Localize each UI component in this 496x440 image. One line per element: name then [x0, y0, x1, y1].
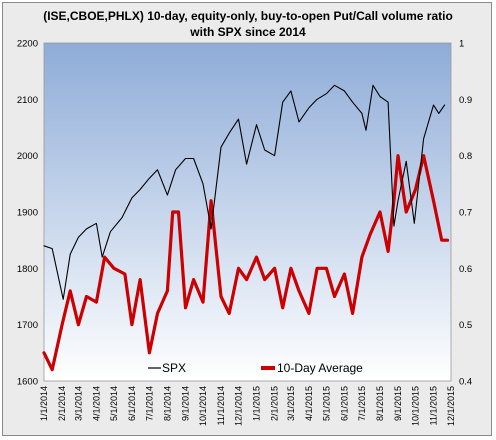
right-axis: 0.4 0.5 0.6 0.7 0.8 0.9 1	[459, 39, 472, 388]
left-tick-label: 2100	[17, 95, 38, 106]
left-axis: 1600 1700 1800 1900 2000 2100 2200	[17, 39, 38, 388]
right-tick-label: 0.8	[459, 151, 472, 162]
x-tick-label: 1/1/2015	[252, 386, 262, 421]
x-tick-label: 10/1/2015	[410, 386, 420, 426]
x-tick-label: 2/1/2015	[270, 386, 280, 421]
left-tick-label: 1900	[17, 208, 38, 219]
x-tick-label: 5/1/2014	[109, 386, 119, 421]
x-tick-label: 6/1/2014	[127, 386, 137, 421]
x-tick-label: 8/1/2014	[162, 386, 172, 421]
x-tick-label: 11/1/2014	[216, 386, 226, 425]
legend-label-10-day-average: 10-Day Average	[277, 361, 363, 375]
x-tick-label: 1/1/2014	[39, 386, 49, 421]
x-tick-label: 9/1/2015	[393, 386, 403, 421]
left-tick-label: 1600	[17, 377, 38, 388]
x-tick-label: 6/1/2015	[339, 386, 349, 421]
x-tick-label: 7/1/2015	[357, 386, 367, 421]
x-axis: 1/1/2014 2/1/2014 3/1/2014 4/1/2014 5/1/2014…	[39, 386, 456, 426]
chart-title-line1: (ISE,CBOE,PHLX) 10-day, equity-only, buy…	[43, 9, 453, 23]
legend-label-spx: SPX	[162, 361, 186, 375]
put-call-chart: (ISE,CBOE,PHLX) 10-day, equity-only, buy…	[17, 9, 472, 426]
x-tick-label: 3/1/2015	[286, 386, 296, 421]
series-layer	[42, 84, 450, 372]
chart-frame: (ISE,CBOE,PHLX) 10-day, equity-only, buy…	[2, 2, 492, 436]
x-tick-label: 7/1/2014	[144, 386, 154, 421]
plot-area	[43, 42, 452, 382]
x-tick-label: 8/1/2015	[375, 386, 385, 421]
left-tick-label: 2200	[17, 39, 38, 50]
left-tick-label: 1700	[17, 320, 38, 331]
x-tick-label: 2/1/2014	[57, 386, 67, 421]
right-tick-label: 1	[459, 39, 464, 50]
left-tick-label: 1800	[17, 264, 38, 275]
spx-series-line	[43, 84, 446, 300]
right-tick-label: 0.5	[459, 320, 472, 331]
x-tick-label: 4/1/2014	[91, 386, 101, 421]
chart-title-line2: with SPX since 2014	[189, 25, 306, 39]
right-tick-label: 0.6	[459, 264, 472, 275]
legend: SPX 10-Day Average	[148, 361, 363, 375]
x-tick-label: 12/1/2015	[446, 386, 456, 426]
right-tick-label: 0.7	[459, 208, 472, 219]
right-tick-label: 0.9	[459, 95, 472, 106]
ten-day-average-series-line	[42, 154, 450, 372]
x-tick-label: 3/1/2014	[73, 386, 83, 421]
x-tick-label: 5/1/2015	[321, 386, 331, 421]
x-tick-label: 11/1/2015	[429, 386, 439, 425]
left-tick-label: 2000	[17, 151, 38, 162]
x-tick-label: 10/1/2014	[198, 386, 208, 426]
x-tick-label: 4/1/2015	[304, 386, 314, 421]
x-tick-label: 12/1/2014	[233, 386, 243, 426]
x-tick-label: 9/1/2014	[180, 386, 190, 421]
right-tick-label: 0.4	[459, 377, 472, 388]
